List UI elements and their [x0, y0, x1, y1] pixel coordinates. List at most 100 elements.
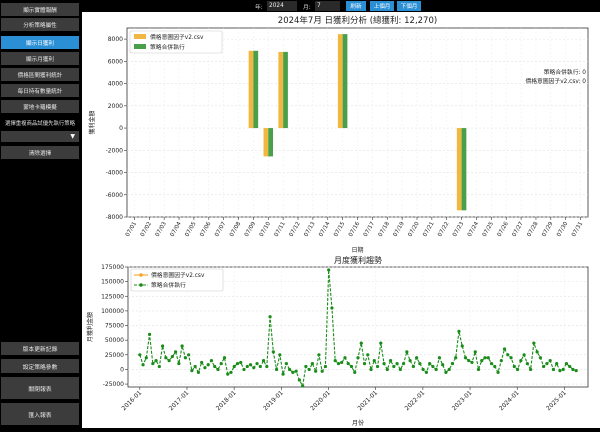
chart1-legend-swatch [134, 44, 146, 49]
chart2-point [147, 332, 152, 336]
chart2-point [499, 359, 503, 363]
chart2-legend-label: 價格意圖因子v2.csv [151, 271, 205, 279]
sidebar-button-6[interactable]: 蒙地卡羅模擬 [1, 100, 79, 113]
sidebar-bottom-button-0[interactable]: 版本更新記錄 [1, 342, 79, 355]
chart2-point [476, 367, 481, 372]
toolbar: 年: 2024 月: 7 刷新 上個月 下個月 [80, 0, 600, 12]
chart2-point [369, 367, 373, 372]
chart2-point [274, 367, 279, 372]
sidebar-button-4[interactable]: 價格區間獲利統計 [1, 68, 79, 81]
chart2-point [457, 329, 461, 333]
chart1-xtick-label: 07/21 [422, 221, 435, 238]
chart2-point [288, 367, 292, 372]
chart2-xtick-label: 2021-01 [356, 389, 379, 412]
chart2-point [470, 360, 474, 365]
chart1-xtick-label: 07/20 [407, 221, 420, 238]
chart2-point [538, 356, 542, 360]
chart1-xtick-label: 07/12 [288, 221, 301, 238]
chart1-xtick-label: 07/23 [452, 221, 465, 238]
chart2-point [336, 361, 341, 366]
chart2-point [304, 364, 308, 369]
chart2-point [248, 363, 253, 367]
chart1-ytick-label: 4000 [108, 81, 123, 88]
chart2-point [515, 367, 520, 372]
sidebar-button-3[interactable]: 顯示月獲利 [1, 52, 79, 65]
chart2-point [385, 367, 389, 372]
chart2-point [353, 370, 357, 374]
chart2-point [395, 361, 399, 366]
month-input[interactable]: 7 [315, 1, 340, 11]
chart2-point [512, 364, 516, 369]
sidebar-bottom-button-2[interactable]: 關閉報表 [1, 377, 79, 399]
chart1-xtick-label: 07/19 [393, 221, 406, 238]
chart2-point [222, 356, 227, 360]
strategy-select[interactable]: ▼ [1, 131, 79, 142]
chart2-point [493, 364, 497, 369]
chart2-xtick-label: 2025-01 [545, 389, 568, 412]
chart1-title: 2024年7月 日獲利分析 (總獲利: 12,270) [278, 15, 437, 26]
chart2-point [196, 370, 201, 374]
chart2-point [418, 361, 422, 366]
chart2-point [252, 366, 256, 370]
chart2-ytick-label: -25000 [103, 381, 124, 388]
prev-month-button[interactable]: 上個月 [370, 1, 394, 11]
chart2-point [532, 341, 536, 345]
chart2-xlabel: 月份 [352, 419, 364, 427]
chart2-point [219, 361, 223, 366]
year-input[interactable]: 2024 [267, 1, 297, 11]
chart1-bar [337, 34, 343, 129]
chart2-point [190, 369, 194, 373]
chart1-xtick-label: 07/26 [497, 221, 510, 238]
sidebar-button-0[interactable]: 顯示實體報酬 [1, 3, 79, 16]
chart1-xtick-label: 07/27 [512, 221, 525, 238]
chart2-point [271, 350, 275, 354]
chart2-point [261, 359, 266, 363]
chart2-legend-label: 策略合併執行 [151, 281, 186, 289]
chart2-xtick-label: 2017-01 [168, 389, 191, 412]
chart2-point [408, 359, 412, 363]
chart2-point [265, 364, 269, 369]
chart2-point [473, 350, 477, 354]
chart2-point [160, 344, 165, 348]
chart2-point [170, 354, 174, 359]
chart2-point [301, 384, 305, 388]
chart2-point [258, 364, 262, 369]
chart2-point [415, 356, 419, 360]
clear-selection-button[interactable]: 清除選擇 [1, 146, 79, 159]
chart2-point [467, 359, 471, 363]
chart2-point [450, 361, 455, 366]
chart1-xtick-label: 07/31 [571, 221, 584, 238]
chart2-point [206, 363, 210, 367]
chart2-point [327, 268, 331, 272]
chart2-point [307, 367, 311, 372]
chart2-point [255, 361, 259, 366]
chart2-point [314, 369, 318, 373]
chart2-point [183, 356, 187, 360]
sidebar-button-5[interactable]: 每日持有數量統計 [1, 84, 79, 97]
chart1-ytick-label: 8000 [108, 36, 123, 43]
chart2-point [157, 364, 161, 369]
chart2-point [232, 364, 236, 369]
chevron-down-icon[interactable]: ▼ [70, 133, 75, 140]
chart1-ytick-label: -2000 [106, 147, 124, 154]
next-month-button[interactable]: 下個月 [397, 1, 421, 11]
chart2-point [209, 359, 214, 363]
sidebar-bottom-button-3[interactable]: 匯入報表 [1, 403, 79, 425]
chart2-ytick-label: 25000 [105, 352, 124, 359]
daily-profit-chart: 2024年7月 日獲利分析 (總獲利: 12,270) -8000 -6000 -40… [82, 12, 600, 255]
chart2-point [454, 356, 458, 360]
chart1-xtick-label: 07/28 [526, 221, 539, 238]
sidebar-button-1[interactable]: 分析策略屬性 [1, 18, 79, 31]
sidebar-bottom-button-1[interactable]: 設定策略參數 [1, 359, 79, 373]
chart2-point [203, 366, 207, 370]
chart2-point [141, 363, 145, 367]
chart1-xtick-label: 07/14 [318, 221, 331, 238]
chart2-ytick-label: 75000 [105, 323, 124, 330]
chart2-point [434, 367, 438, 372]
chart2-point [349, 364, 354, 369]
sidebar-button-2[interactable]: 顯示日獲利 [1, 36, 79, 49]
chart1-legend-label: 策略合併執行 [150, 43, 185, 51]
chart1-bar [263, 128, 269, 157]
chart2-legend-box [130, 268, 224, 292]
refresh-button[interactable]: 刷新 [346, 1, 366, 11]
